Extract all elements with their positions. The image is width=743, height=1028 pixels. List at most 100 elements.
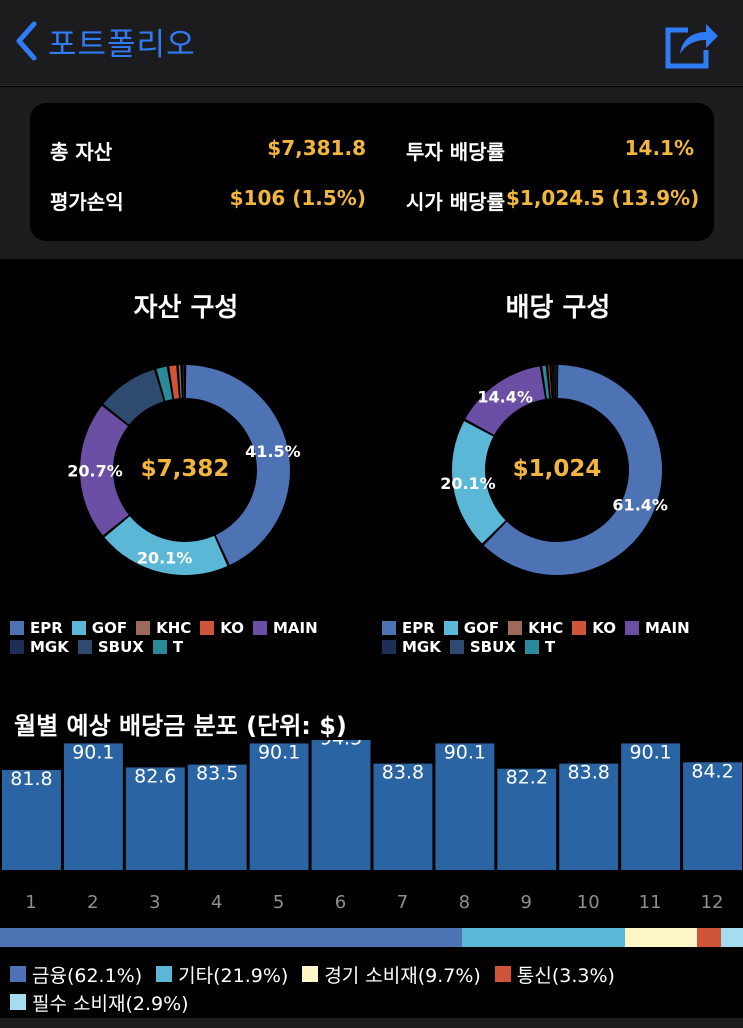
donut-slice-sbux [555,365,557,399]
dividend-total-center: $1,024 [512,456,602,482]
sector-label: 필수 소비재(2.9%) [32,992,189,1015]
donut-slice-khc [178,365,182,399]
sector-legend-item: 필수 소비재(2.9%) [10,989,189,1016]
donut-slice-khc [551,365,554,399]
bar-month-12 [683,762,742,870]
legend-label: GOF [463,618,500,637]
month-label: 5 [272,892,285,913]
donut-slice-main [80,405,129,536]
market-yield-label: 시가 배당률 [406,190,505,214]
legend-label: T [544,637,556,656]
sector-distribution-bar [0,928,743,947]
donut-label-main: 14.4% [477,387,533,406]
legend-label: MAIN [273,618,318,637]
sector-segment [721,928,743,947]
legend-label: MAIN [645,618,690,637]
month-label: 2 [87,892,99,913]
dividend-legend: EPR GOF KHC KO MAIN MGK SBUX T [382,618,699,656]
legend-swatch [625,620,639,635]
legend-swatch [77,639,92,654]
sector-legend-item: 금융(62.1%) [10,961,142,988]
legend-item-t: T [524,637,556,656]
sector-label: 기타(21.9%) [178,964,289,987]
legend-item-epr: EPR [382,619,435,637]
month-label: 11 [638,892,662,913]
summary-section: 총 자산 $7,381.8 투자 배당률 14.1% 평가손익 $106 (1.… [0,87,743,259]
bar-month-5 [249,743,309,870]
bar-month-6 [311,740,371,870]
bar-month-1 [2,770,61,870]
total-assets-value: $7,381.8 [267,136,366,160]
dividend-composition-donut: 61.4% 20.1% 14.4% [440,365,668,575]
bar-month-10 [559,763,619,870]
legend-label: T [172,637,184,656]
sector-segment [624,928,697,947]
donut-slice-gof [104,516,228,575]
sector-label: 경기 소비재(9.7%) [324,964,481,987]
legend-swatch [253,620,267,635]
legend-item-gof: GOF [443,618,500,637]
page-title: 포트폴리오 [48,26,196,63]
legend-item-sbux: SBUX [77,638,144,656]
legend-swatch [136,620,151,635]
market-yield-value: $1,024.5 (13.9%) [506,186,700,210]
month-label: 3 [149,892,161,913]
sector-legend: 금융(62.1%) 기타(21.9%) 경기 소비재(9.7%) 통신(3.3%) 필수… [10,960,629,1016]
asset-total-center: $7,382 [140,456,230,482]
bar-value-label: 84.2 [691,760,733,782]
month-label: 4 [210,892,223,913]
bar-value-label: 83.5 [196,763,238,785]
donut-slice-ko [548,365,552,399]
month-label: 9 [520,892,532,913]
legend-item-epr: EPR [10,619,63,637]
legend-swatch [443,620,458,635]
legend-item-sbux: SBUX [449,637,516,656]
bar-value-label: 90.1 [258,741,300,763]
share-button[interactable] [660,16,720,72]
legend-item-khc: KHC [136,619,191,637]
bar-month-2 [63,743,123,870]
bar-value-label: 90.1 [629,741,671,763]
donut-slice-epr [185,365,291,565]
legend-label: EPR [30,618,63,637]
legend-label: MGK [30,637,69,656]
legend-label: KHC [156,618,192,637]
legend-label: SBUX [469,637,516,656]
pl-label: 평가손익 [50,190,124,214]
bar-month-11 [621,743,681,870]
legend-label: KO [592,618,616,637]
month-label: 10 [576,892,600,913]
month-label: 12 [700,892,724,913]
legend-swatch [508,620,523,635]
month-label: 7 [396,892,409,913]
donut-slice-mgk [182,365,185,399]
legend-item-khc: KHC [508,619,563,637]
legend-swatch [572,620,587,635]
back-button[interactable]: 포트폴리오 [14,18,196,64]
donut-label-epr: 61.4% [612,495,668,514]
bar-value-label: 81.8 [10,768,52,790]
sector-legend-item: 경기 소비재(9.7%) [302,961,481,988]
sector-legend-item: 기타(21.9%) [156,961,288,988]
donut-label-main: 20.7% [67,462,123,481]
summary-card: 총 자산 $7,381.8 투자 배당률 14.1% 평가손익 $106 (1.… [30,103,714,241]
donut-label-gof: 20.1% [440,474,496,493]
donut-slice-ko [169,365,179,399]
legend-swatch [524,639,539,654]
legend-swatch [200,620,215,635]
donut-slice-mgk [553,365,556,399]
donut-slice-t [156,366,173,401]
bar-value-label: 83.8 [382,762,424,784]
donut-slice-t [542,365,550,399]
legend-item-ko: KO [200,619,244,637]
legend-swatch [71,620,86,635]
sector-swatch [10,994,26,1010]
nav-bar: 포트폴리오 [0,0,743,86]
bar-month-9 [497,768,557,870]
bar-month-7 [373,763,433,870]
sector-swatch [156,966,173,982]
chevron-left-icon [16,21,37,61]
legend-label: EPR [402,618,435,637]
bar-month-4 [187,764,247,870]
sector-label: 통신(3.3%) [516,964,615,987]
